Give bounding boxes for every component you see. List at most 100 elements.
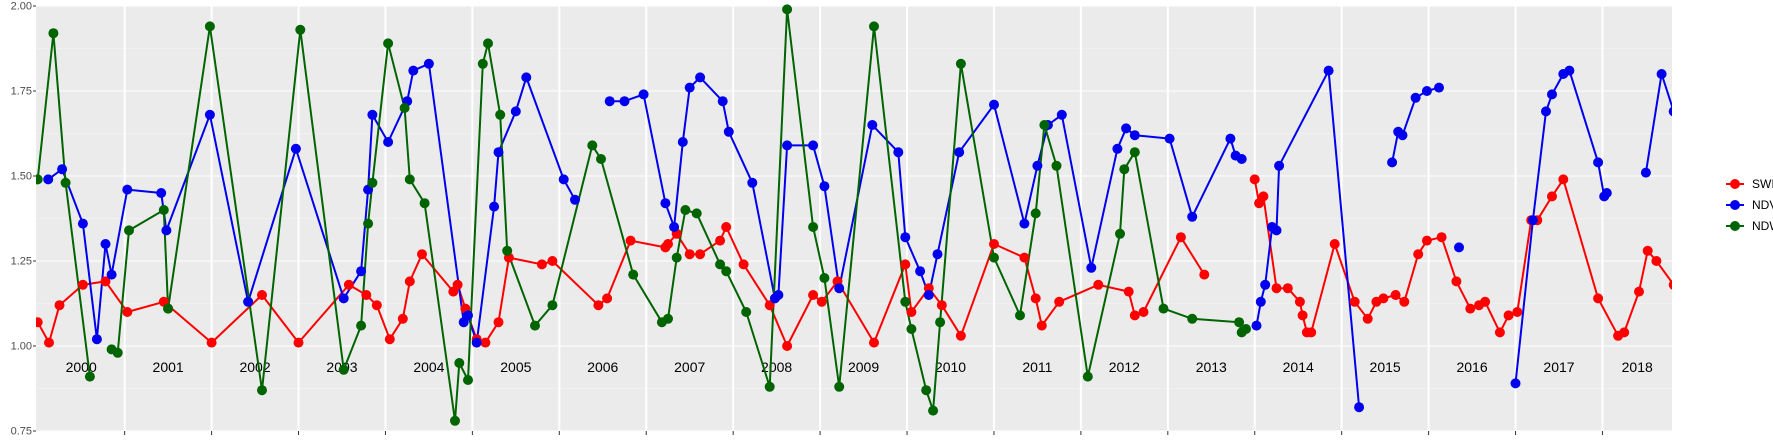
data-point-ndwi: [782, 4, 793, 15]
data-point-swir: [1558, 174, 1569, 185]
data-point-swir: [695, 249, 706, 260]
data-point-swir: [257, 290, 267, 300]
data-point-ndwi: [338, 364, 349, 375]
data-point-swir: [663, 239, 673, 249]
data-point-swir: [782, 341, 793, 351]
data-point-swir: [764, 300, 775, 311]
data-point-ndvi: [1019, 218, 1030, 229]
data-point-ndwi: [419, 198, 430, 209]
data-point-ndvi: [684, 82, 695, 93]
data-point-swir: [100, 276, 111, 287]
y-tick-label: 2.00: [11, 1, 32, 13]
data-point-ndvi: [493, 147, 504, 158]
data-point-ndvi: [1260, 279, 1271, 290]
data-point-ndwi: [741, 307, 752, 317]
data-point-swir: [989, 239, 999, 249]
data-point-ndvi: [932, 249, 943, 260]
data-point-ndvi: [1397, 130, 1408, 141]
data-point-swir: [1306, 327, 1317, 338]
data-point-ndwi: [819, 273, 830, 283]
data-point-ndvi: [1510, 378, 1521, 389]
data-point-ndvi: [489, 201, 500, 212]
data-point-ndvi: [660, 198, 671, 209]
data-point-ndvi: [1112, 143, 1123, 154]
legend-label: NDVI: [1752, 198, 1773, 212]
data-point-swir: [1054, 296, 1065, 307]
data-point-ndwi: [671, 252, 682, 263]
data-point-swir: [1711, 304, 1721, 314]
data-point-ndwi: [1129, 147, 1140, 158]
data-point-ndvi: [834, 283, 845, 294]
series-line-ndvi: [1737, 94, 1773, 383]
data-point-swir: [1503, 310, 1514, 321]
data-point-swir: [1413, 249, 1424, 260]
data-point-ndwi: [834, 381, 845, 392]
data-point-ndvi: [367, 109, 378, 120]
data-point-ndvi: [1187, 211, 1198, 222]
legend-key-point: [1730, 200, 1740, 210]
data-point-swir: [1271, 283, 1282, 294]
data-point-ndvi: [773, 290, 784, 300]
year-label: 2007: [674, 359, 705, 375]
data-point-swir: [384, 334, 395, 345]
data-point-ndwi: [495, 109, 506, 120]
data-point-ndvi: [383, 137, 394, 147]
data-point-swir: [1761, 297, 1771, 307]
data-point-ndwi: [1051, 160, 1062, 171]
data-point-ndwi: [1158, 303, 1169, 314]
data-point-swir: [404, 276, 415, 287]
data-point-ndvi: [1410, 92, 1421, 103]
data-point-swir: [1258, 191, 1269, 202]
data-point-ndvi: [1640, 167, 1651, 178]
data-point-swir: [44, 337, 54, 348]
data-point-ndvi: [915, 266, 926, 277]
data-point-swir: [1390, 290, 1401, 300]
data-point-ndvi: [619, 96, 630, 107]
data-point-ndvi: [1274, 160, 1285, 171]
data-point-ndwi: [721, 266, 732, 277]
data-point-ndvi: [1527, 215, 1538, 226]
data-point-ndvi: [638, 89, 649, 100]
data-point-swir: [54, 300, 65, 311]
data-point-swir: [493, 317, 504, 328]
data-point-swir: [77, 279, 88, 290]
data-point-swir: [684, 249, 695, 260]
data-point-swir: [1619, 327, 1630, 338]
data-point-swir: [1642, 245, 1653, 256]
data-point-ndwi: [1115, 228, 1125, 239]
data-point-ndvi: [558, 174, 569, 185]
data-point-ndvi: [57, 164, 68, 175]
data-point-ndwi: [900, 296, 911, 307]
data-point-ndvi: [156, 188, 167, 198]
data-point-ndvi: [100, 239, 111, 249]
data-point-swir: [1129, 310, 1140, 321]
data-point-swir: [721, 222, 732, 232]
data-point-swir: [1399, 296, 1410, 307]
data-point-ndvi: [1735, 242, 1745, 252]
data-point-ndvi: [1255, 296, 1266, 307]
data-point-swir: [1436, 232, 1447, 243]
year-label: 2018: [1622, 359, 1653, 375]
data-point-ndvi: [1738, 242, 1748, 252]
data-point-ndwi: [587, 140, 598, 151]
data-point-ndvi: [243, 296, 254, 307]
data-point-ndwi: [1039, 120, 1050, 130]
data-point-ndvi: [463, 310, 473, 321]
data-point-ndvi: [1236, 154, 1247, 164]
data-point-swir: [1175, 232, 1186, 243]
data-point-ndvi: [1454, 242, 1464, 253]
data-point-ndwi: [715, 259, 726, 270]
data-point-ndvi: [356, 266, 367, 277]
data-point-ndvi: [1564, 65, 1575, 76]
data-point-ndvi: [1056, 109, 1067, 120]
data-point-swir: [1123, 286, 1134, 297]
data-point-swir: [1480, 296, 1491, 307]
data-point-ndvi: [747, 177, 758, 188]
data-point-ndvi: [1434, 82, 1444, 93]
data-point-ndvi: [1164, 133, 1175, 144]
y-tick-label: 1.00: [11, 341, 32, 353]
data-point-ndvi: [1668, 106, 1672, 117]
data-point-swir: [371, 300, 382, 311]
data-point-swir: [293, 337, 304, 348]
